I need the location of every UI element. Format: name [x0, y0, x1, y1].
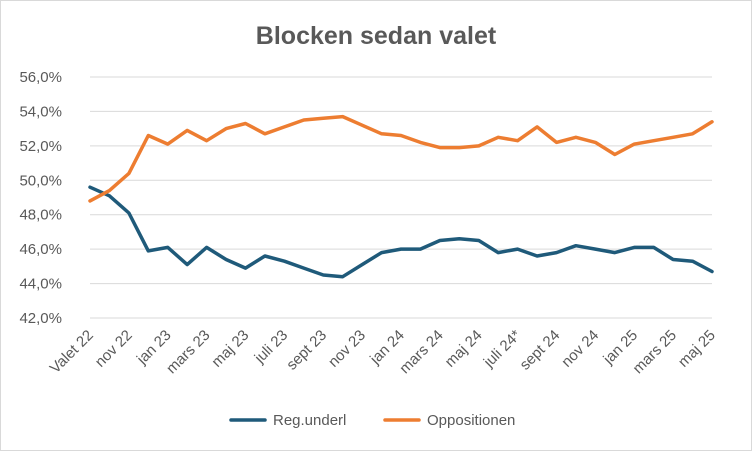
series-line-oppositionen — [88, 114, 714, 203]
y-tick-label: 50,0% — [19, 172, 62, 189]
y-tick-label: 54,0% — [19, 103, 62, 120]
x-tick-label: sept 23 — [283, 327, 330, 374]
gridlines — [90, 76, 712, 319]
series-lines — [88, 114, 714, 279]
y-tick-label: 44,0% — [19, 276, 62, 293]
x-tick-label: sept 24 — [517, 327, 564, 374]
x-tick-label: juli 24* — [480, 327, 525, 372]
legend-label: Reg.underl — [273, 412, 346, 429]
x-tick-label: maj 25 — [675, 327, 719, 371]
y-tick-label: 42,0% — [19, 310, 62, 327]
y-axis-tick-labels: 42,0% 44,0% 46,0% 48,0% 50,0% 52,0% 54,0% 56,0% — [19, 69, 62, 327]
x-tick-label: mars 23 — [163, 327, 213, 377]
x-tick-label: maj 24 — [442, 327, 486, 371]
x-tick-label: maj 23 — [208, 327, 252, 371]
x-tick-label: mars 24 — [396, 327, 446, 377]
x-tick-label: mars 25 — [630, 327, 680, 377]
series-line-reg-underl — [88, 185, 714, 279]
y-tick-label: 46,0% — [19, 241, 62, 258]
x-tick-label: nov 24 — [558, 327, 602, 371]
x-tick-label: nov 22 — [92, 327, 136, 371]
y-tick-label: 48,0% — [19, 207, 62, 224]
y-tick-label: 56,0% — [19, 69, 62, 86]
chart-title: Blocken sedan valet — [256, 22, 497, 50]
y-tick-label: 52,0% — [19, 138, 62, 155]
x-tick-label: nov 23 — [325, 327, 369, 371]
legend-label: Oppositionen — [427, 412, 515, 429]
legend: Reg.underl Oppositionen — [229, 412, 515, 429]
x-tick-label: Valet 22 — [47, 327, 97, 377]
